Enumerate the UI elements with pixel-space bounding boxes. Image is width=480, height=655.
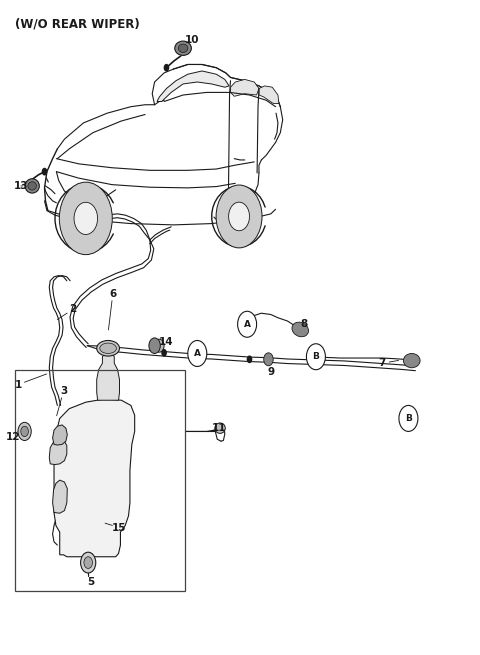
Circle shape xyxy=(81,552,96,573)
Text: 1: 1 xyxy=(14,380,22,390)
Text: 12: 12 xyxy=(6,432,21,441)
Text: 13: 13 xyxy=(13,181,28,191)
Circle shape xyxy=(74,202,97,234)
Text: (W/O REAR WIPER): (W/O REAR WIPER) xyxy=(14,17,139,30)
Circle shape xyxy=(84,557,93,569)
Circle shape xyxy=(164,64,169,71)
Ellipse shape xyxy=(100,343,117,354)
Text: B: B xyxy=(405,414,412,423)
Ellipse shape xyxy=(175,41,192,56)
Ellipse shape xyxy=(215,423,225,434)
Ellipse shape xyxy=(28,181,36,190)
Text: 3: 3 xyxy=(60,386,67,396)
Text: 11: 11 xyxy=(211,423,226,433)
Polygon shape xyxy=(96,352,120,400)
Circle shape xyxy=(264,353,273,365)
Bar xyxy=(14,369,185,591)
Circle shape xyxy=(60,182,112,255)
Text: B: B xyxy=(312,352,319,361)
Polygon shape xyxy=(53,425,67,445)
Text: A: A xyxy=(244,320,251,329)
Ellipse shape xyxy=(403,354,420,367)
Circle shape xyxy=(21,426,28,437)
Text: 5: 5 xyxy=(87,577,94,587)
Polygon shape xyxy=(157,71,229,102)
Polygon shape xyxy=(49,440,67,464)
Text: 7: 7 xyxy=(379,358,386,368)
Ellipse shape xyxy=(96,341,120,356)
Circle shape xyxy=(247,356,252,364)
Text: A: A xyxy=(194,349,201,358)
Text: 6: 6 xyxy=(109,289,117,299)
Circle shape xyxy=(228,202,250,231)
Polygon shape xyxy=(230,79,259,96)
Ellipse shape xyxy=(292,322,309,337)
Ellipse shape xyxy=(179,44,188,52)
Polygon shape xyxy=(53,480,67,514)
Circle shape xyxy=(216,185,262,248)
Text: 2: 2 xyxy=(70,305,77,314)
Circle shape xyxy=(306,344,325,369)
Circle shape xyxy=(238,311,257,337)
Text: 15: 15 xyxy=(112,523,126,533)
Polygon shape xyxy=(259,86,279,103)
Circle shape xyxy=(42,168,48,176)
Text: 14: 14 xyxy=(159,337,174,347)
Text: 10: 10 xyxy=(185,35,200,45)
Circle shape xyxy=(161,349,167,357)
Circle shape xyxy=(399,405,418,432)
Ellipse shape xyxy=(25,179,39,193)
Polygon shape xyxy=(54,399,135,557)
Text: 8: 8 xyxy=(300,319,308,329)
Circle shape xyxy=(155,339,164,352)
Text: 9: 9 xyxy=(267,367,275,377)
Circle shape xyxy=(18,422,31,441)
Circle shape xyxy=(188,341,207,366)
Circle shape xyxy=(149,338,160,354)
